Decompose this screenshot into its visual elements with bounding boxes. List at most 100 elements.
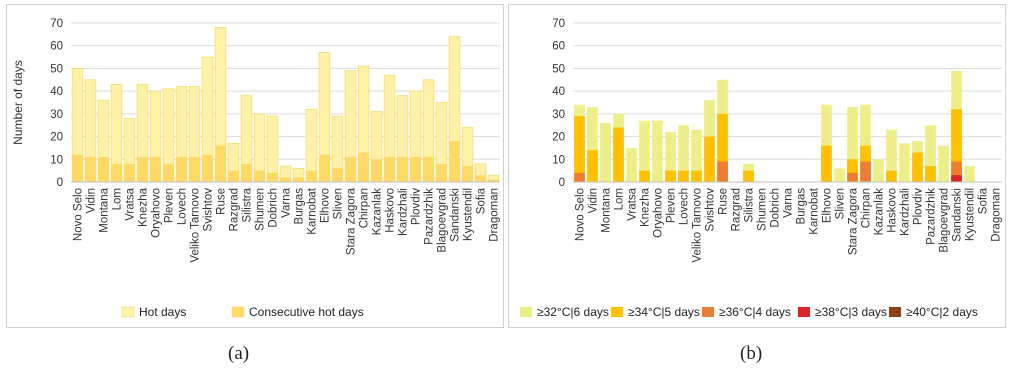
x-tick-label: Oryahovo	[653, 188, 665, 238]
x-tick-label: Chirpan	[359, 188, 371, 228]
bar-consecutive-hot-days	[397, 157, 408, 182]
x-tick-label: Sofia	[978, 187, 990, 214]
y-tick-label: 70	[50, 18, 63, 30]
x-tick-label: Kyustendil	[965, 188, 977, 241]
x-tick-label: Pleven	[164, 188, 176, 223]
x-tick-label: Lom	[112, 188, 124, 210]
x-tick-label: Sofia	[476, 187, 488, 214]
bar-c32	[899, 143, 910, 182]
bar-consecutive-hot-days	[254, 170, 265, 182]
bar-c32	[834, 168, 845, 182]
y-tick-label: 0	[559, 177, 565, 189]
bar-c34	[587, 150, 598, 182]
x-tick-label: Ruse	[718, 188, 730, 215]
bar-c32	[860, 104, 871, 182]
x-tick-label: Lovech	[177, 188, 189, 225]
chart-panel-b: 0 10 20 30 40 50 60 70 Novo Selo Vidin Montana Lom V…	[508, 4, 1006, 328]
x-tick-label: Vratsa	[125, 187, 137, 220]
x-tick-label: Haskovo	[385, 188, 397, 233]
x-tick-label: Elhovo	[320, 188, 332, 223]
bar-c34	[912, 152, 923, 182]
x-tick-label: Novo Selo	[73, 188, 85, 241]
bar-c34	[639, 170, 650, 182]
x-tick-label: Vidin	[588, 188, 600, 213]
bar-consecutive-hot-days	[215, 145, 226, 182]
x-tick-label: Plovdiv	[411, 188, 423, 225]
y-tick-label: 30	[552, 109, 565, 121]
bar-c34	[665, 170, 676, 182]
bar-consecutive-hot-days	[267, 172, 278, 182]
bar-consecutive-hot-days	[98, 157, 109, 182]
x-tick-label: Stara Zagora	[346, 187, 358, 255]
x-tick-label: Knezha	[138, 187, 150, 227]
x-tick-label: Svishtov	[705, 188, 717, 232]
y-tick-label: 10	[552, 154, 565, 166]
x-tick-label: Novo Selo	[575, 188, 587, 241]
bar-c32	[639, 120, 650, 182]
bar-c32	[600, 122, 611, 182]
bar-c34	[743, 170, 754, 182]
bar-c32	[587, 107, 598, 182]
y-tick-label: 20	[552, 132, 565, 144]
x-tick-label: Kardzhali	[900, 188, 912, 236]
bar-c34	[717, 113, 728, 182]
bar-c32	[938, 145, 949, 182]
x-tick-label: Shumen	[757, 188, 769, 231]
chart-panel-a: 0 10 20 30 40 50 60 70 Novo Selo Vidin Montana Lom V…	[6, 4, 504, 328]
y-tick-label: 10	[50, 154, 63, 166]
bar-consecutive-hot-days	[436, 163, 447, 182]
bar-c36	[574, 172, 585, 182]
y-tick-label: 20	[50, 132, 63, 144]
y-tick-label: 60	[50, 41, 63, 53]
x-tick-label: Ruse	[216, 188, 228, 215]
bar-consecutive-hot-days	[462, 166, 473, 182]
bar-consecutive-hot-days	[358, 152, 369, 182]
bar-hot-days	[266, 115, 279, 183]
x-tick-label: Plovdiv	[913, 188, 925, 225]
x-tick-label: Montana	[99, 187, 111, 232]
caption-a: (a)	[228, 343, 250, 364]
legend-swatch-consecutive	[231, 306, 245, 318]
legend-label: ≥32°C|6 days	[537, 305, 609, 319]
legend-label: ≥38°C|3 days	[815, 305, 887, 319]
bar-c32	[665, 132, 676, 182]
legend-label: ≥40°C|2 days	[906, 305, 978, 319]
x-tick-label: Dobrich	[268, 188, 280, 228]
x-tick-label: Elhovo	[822, 188, 834, 223]
x-tick-label: Blagoevgrad	[437, 188, 449, 253]
bar-consecutive-hot-days	[111, 163, 122, 182]
x-tick-label: Stara Zagora	[848, 187, 860, 255]
bar-consecutive-hot-days	[124, 163, 135, 182]
bar-consecutive-hot-days	[475, 175, 486, 182]
x-tick-label: Chirpan	[861, 188, 873, 228]
x-tick-label: Razgrad	[229, 188, 241, 231]
bar-c36	[847, 172, 858, 182]
bar-consecutive-hot-days	[72, 154, 83, 182]
x-tick-label: Veliko Tarnovo	[692, 188, 704, 263]
bar-c34	[821, 145, 832, 182]
x-tick-label: Montana	[601, 187, 613, 232]
y-tick-label: 50	[50, 63, 63, 75]
legend-label: ≥36°C|4 days	[719, 305, 791, 319]
x-tick-label: Lom	[614, 188, 626, 210]
bar-c34	[925, 166, 936, 182]
y-tick-label: 40	[552, 86, 565, 98]
y-tick-label: 50	[552, 63, 565, 75]
legend-swatch-c36	[702, 307, 714, 317]
bar-c36	[717, 161, 728, 182]
bar-consecutive-hot-days	[280, 177, 291, 182]
x-tick-label: Dobrich	[770, 188, 782, 228]
x-tick-label: Pazardzhik	[424, 188, 436, 245]
bar-c34	[704, 136, 715, 182]
caption-b: (b)	[740, 343, 763, 364]
bar-c32	[925, 125, 936, 182]
x-tick-label: Silistra	[242, 187, 254, 222]
x-tick-label: Veliko Tarnovo	[190, 188, 202, 263]
bar-c34	[886, 170, 897, 182]
x-tick-label: Karnobat	[809, 187, 821, 234]
bar-consecutive-hot-days	[85, 157, 96, 182]
bar-c32	[847, 107, 858, 182]
bar-c34	[847, 159, 858, 182]
